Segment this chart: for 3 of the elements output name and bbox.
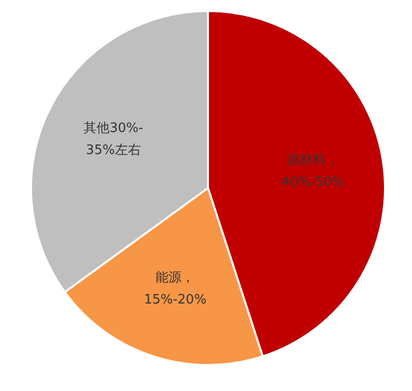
slice-label: 其他30%- 35%左右	[84, 121, 144, 158]
slice-label: 原材料， 40%-50%	[282, 152, 344, 190]
slice-label: 能源， 15%-20%	[144, 270, 206, 308]
